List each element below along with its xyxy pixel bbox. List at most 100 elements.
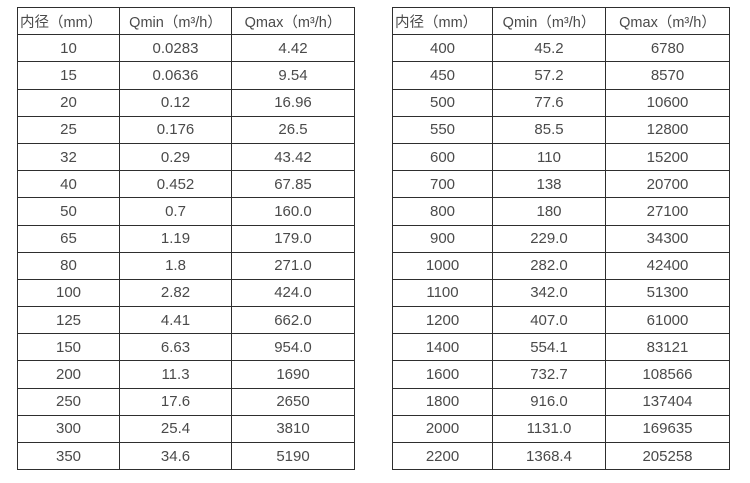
cell-qmax: 205258 — [605, 441, 730, 471]
cell-inner-diameter: 550 — [392, 115, 493, 144]
cell-qmax: 2650 — [231, 387, 355, 416]
flow-rate-table-small-diameters: 内径（mm） Qmin（m³/h） Qmax（m³/h） 10 0.0283 4.42 15… — [17, 6, 355, 471]
column-header-inner-diameter: 内径（mm） — [392, 6, 493, 36]
table-row: 10 0.0283 4.42 — [17, 34, 355, 63]
cell-qmin: 1.19 — [119, 224, 232, 253]
cell-inner-diameter: 2000 — [392, 414, 493, 444]
cell-qmin: 0.7 — [119, 197, 232, 226]
cell-qmin: 0.0636 — [119, 61, 232, 90]
table-row: 20 0.12 16.96 — [17, 88, 355, 117]
cell-inner-diameter: 400 — [392, 34, 493, 63]
cell-qmax: 169635 — [605, 414, 730, 444]
cell-inner-diameter: 150 — [17, 333, 120, 362]
cell-inner-diameter: 65 — [17, 224, 120, 253]
table-row: 500 77.6 10600 — [392, 88, 730, 117]
cell-qmax: 9.54 — [231, 61, 355, 90]
table-row: 250 17.6 2650 — [17, 387, 355, 416]
column-header-qmax: Qmax（m³/h） — [605, 6, 730, 36]
cell-qmax: 34300 — [605, 224, 730, 253]
cell-qmax: 51300 — [605, 278, 730, 308]
cell-qmax: 5190 — [231, 441, 355, 471]
table-row: 350 34.6 5190 — [17, 441, 355, 471]
cell-qmin: 1.8 — [119, 251, 232, 280]
cell-qmin: 17.6 — [119, 387, 232, 416]
cell-qmin: 0.12 — [119, 88, 232, 117]
table-row: 65 1.19 179.0 — [17, 224, 355, 253]
cell-inner-diameter: 250 — [17, 387, 120, 416]
table-row: 300 25.4 3810 — [17, 414, 355, 444]
cell-inner-diameter: 1400 — [392, 333, 493, 362]
cell-qmin: 0.176 — [119, 115, 232, 144]
flow-rate-table-large-diameters: 内径（mm） Qmin（m³/h） Qmax（m³/h） 400 45.2 6780 450… — [392, 6, 730, 471]
cell-qmin: 34.6 — [119, 441, 232, 471]
cell-inner-diameter: 80 — [17, 251, 120, 280]
cell-inner-diameter: 10 — [17, 34, 120, 63]
table-row: 400 45.2 6780 — [392, 34, 730, 63]
cell-qmax: 43.42 — [231, 142, 355, 172]
cell-qmax: 67.85 — [231, 170, 355, 199]
table-row: 700 138 20700 — [392, 170, 730, 199]
cell-qmin: 0.452 — [119, 170, 232, 199]
cell-qmax: 61000 — [605, 306, 730, 335]
table-row: 2000 1131.0 169635 — [392, 414, 730, 444]
cell-qmax: 42400 — [605, 251, 730, 280]
table-row: 25 0.176 26.5 — [17, 115, 355, 144]
cell-inner-diameter: 1100 — [392, 278, 493, 308]
cell-qmax: 137404 — [605, 387, 730, 416]
cell-qmin: 0.29 — [119, 142, 232, 172]
table-row: 800 180 27100 — [392, 197, 730, 226]
cell-inner-diameter: 1600 — [392, 360, 493, 389]
cell-qmax: 15200 — [605, 142, 730, 172]
cell-qmin: 554.1 — [492, 333, 606, 362]
table-row: 50 0.7 160.0 — [17, 197, 355, 226]
cell-qmin: 57.2 — [492, 61, 606, 90]
table-row: 1600 732.7 108566 — [392, 360, 730, 389]
cell-qmin: 138 — [492, 170, 606, 199]
cell-qmin: 85.5 — [492, 115, 606, 144]
cell-qmin: 916.0 — [492, 387, 606, 416]
cell-qmax: 424.0 — [231, 278, 355, 308]
table-row: 125 4.41 662.0 — [17, 306, 355, 335]
cell-inner-diameter: 800 — [392, 197, 493, 226]
cell-inner-diameter: 600 — [392, 142, 493, 172]
column-header-inner-diameter: 内径（mm） — [17, 6, 120, 36]
cell-qmax: 1690 — [231, 360, 355, 389]
cell-qmin: 732.7 — [492, 360, 606, 389]
cell-qmax: 27100 — [605, 197, 730, 226]
cell-qmax: 179.0 — [231, 224, 355, 253]
cell-inner-diameter: 450 — [392, 61, 493, 90]
table-row: 1800 916.0 137404 — [392, 387, 730, 416]
cell-qmin: 45.2 — [492, 34, 606, 63]
cell-inner-diameter: 100 — [17, 278, 120, 308]
cell-inner-diameter: 1200 — [392, 306, 493, 335]
cell-qmin: 2.82 — [119, 278, 232, 308]
cell-qmin: 407.0 — [492, 306, 606, 335]
header-row: 内径（mm） Qmin（m³/h） Qmax（m³/h） — [392, 6, 730, 36]
cell-qmin: 6.63 — [119, 333, 232, 362]
cell-qmax: 4.42 — [231, 34, 355, 63]
cell-qmax: 8570 — [605, 61, 730, 90]
column-header-qmin: Qmin（m³/h） — [492, 6, 606, 36]
table-row: 1000 282.0 42400 — [392, 251, 730, 280]
cell-inner-diameter: 300 — [17, 414, 120, 444]
table-row: 600 110 15200 — [392, 142, 730, 172]
cell-inner-diameter: 125 — [17, 306, 120, 335]
cell-inner-diameter: 900 — [392, 224, 493, 253]
cell-qmax: 83121 — [605, 333, 730, 362]
table-row: 15 0.0636 9.54 — [17, 61, 355, 90]
header-row: 内径（mm） Qmin（m³/h） Qmax（m³/h） — [17, 6, 355, 36]
cell-qmin: 282.0 — [492, 251, 606, 280]
cell-qmin: 11.3 — [119, 360, 232, 389]
table-row: 450 57.2 8570 — [392, 61, 730, 90]
cell-inner-diameter: 350 — [17, 441, 120, 471]
cell-inner-diameter: 32 — [17, 142, 120, 172]
column-header-qmin: Qmin（m³/h） — [119, 6, 232, 36]
cell-qmax: 108566 — [605, 360, 730, 389]
cell-inner-diameter: 40 — [17, 170, 120, 199]
table-row: 100 2.82 424.0 — [17, 278, 355, 308]
cell-qmin: 1131.0 — [492, 414, 606, 444]
cell-inner-diameter: 50 — [17, 197, 120, 226]
cell-qmax: 16.96 — [231, 88, 355, 117]
cell-inner-diameter: 25 — [17, 115, 120, 144]
cell-qmin: 4.41 — [119, 306, 232, 335]
